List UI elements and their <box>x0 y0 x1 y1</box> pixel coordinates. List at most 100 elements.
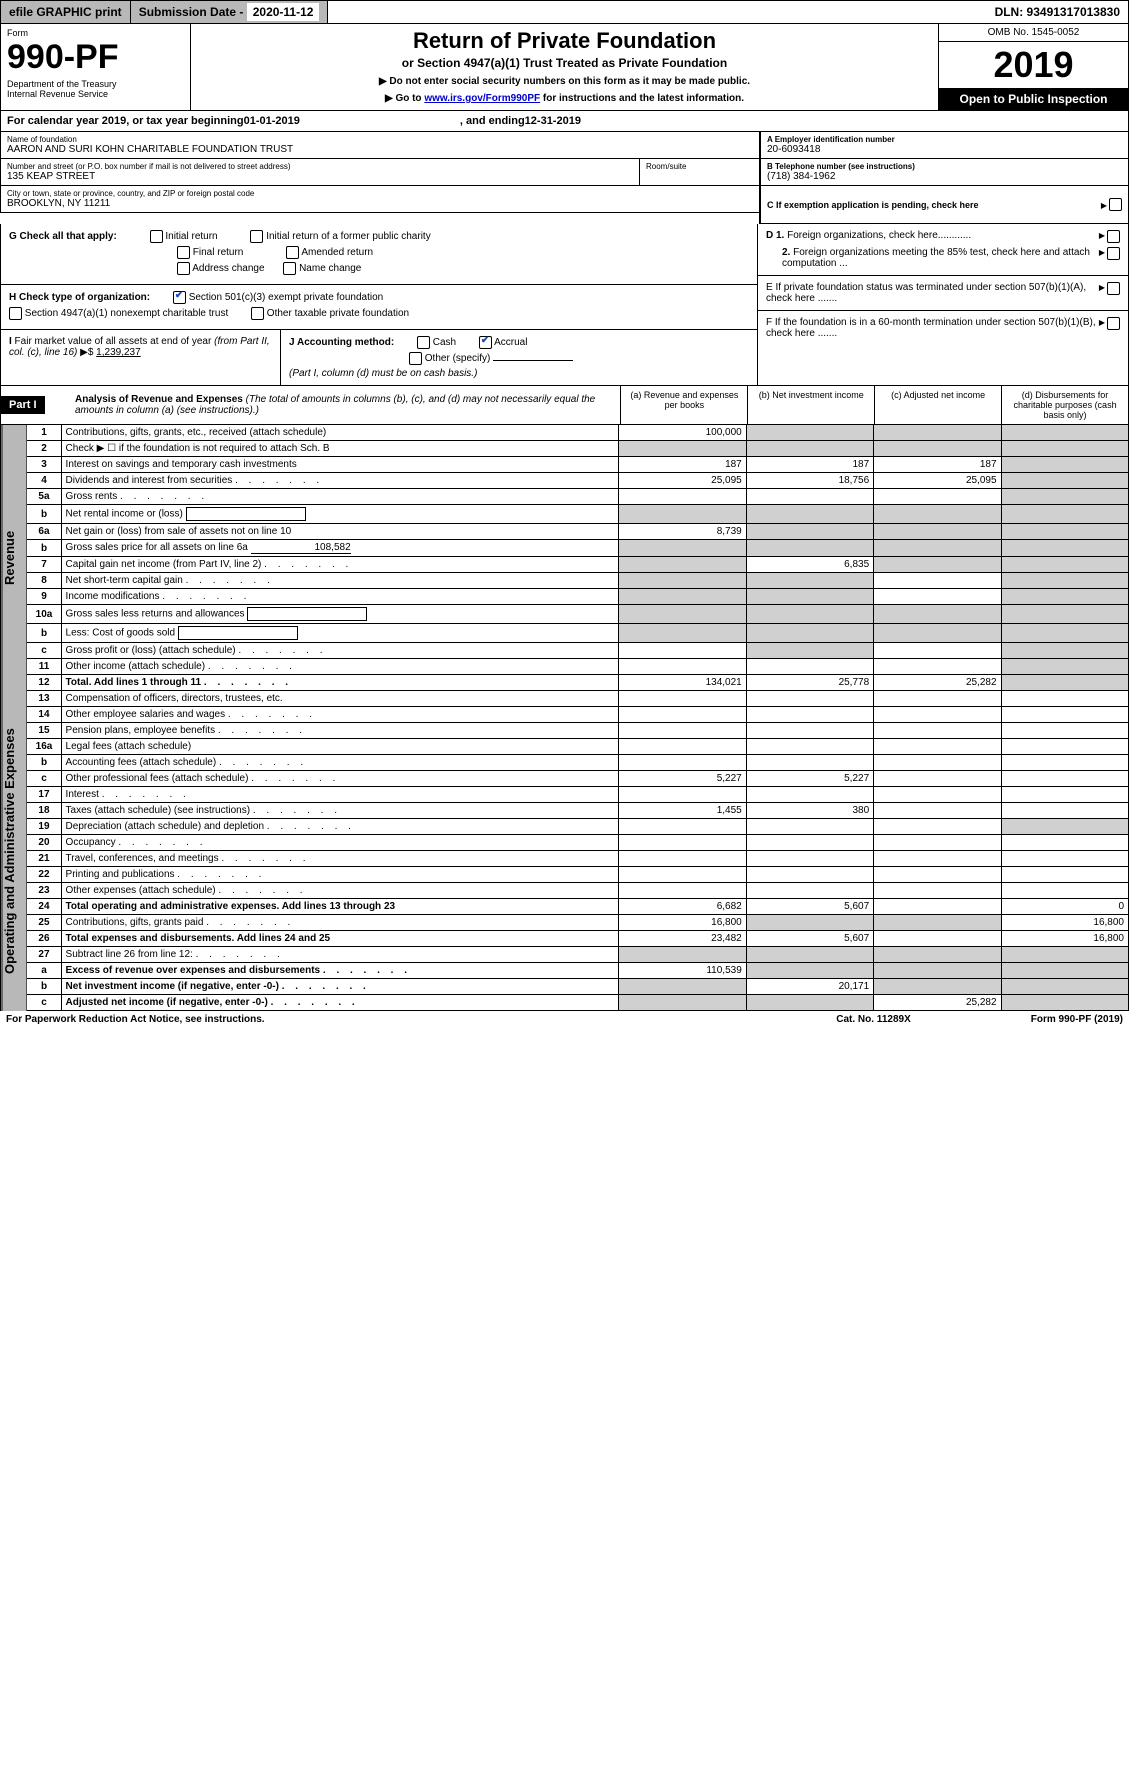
ein-label: A Employer identification number <box>767 135 1122 144</box>
section-j-label: J Accounting method: <box>289 337 394 348</box>
table-row: 1Contributions, gifts, grants, etc., rec… <box>27 425 1129 441</box>
table-row: 22Printing and publications . . . . . . … <box>27 867 1129 883</box>
tax-year: 2019 <box>939 42 1128 88</box>
d2-checkbox[interactable] <box>1107 247 1120 260</box>
table-row: 18Taxes (attach schedule) (see instructi… <box>27 803 1129 819</box>
table-row: 17Interest . . . . . . . <box>27 787 1129 803</box>
foundation-name: AARON AND SURI KOHN CHARITABLE FOUNDATIO… <box>7 144 753 155</box>
revenue-table: 1Contributions, gifts, grants, etc., rec… <box>26 425 1129 691</box>
part-1-header: Part I Analysis of Revenue and Expenses … <box>0 386 1129 425</box>
table-row: bNet investment income (if negative, ent… <box>27 979 1129 995</box>
irs-link[interactable]: www.irs.gov/Form990PF <box>424 93 540 104</box>
section-f-checkbox[interactable] <box>1107 317 1120 330</box>
table-row: aExcess of revenue over expenses and dis… <box>27 963 1129 979</box>
table-row: 3Interest on savings and temporary cash … <box>27 457 1129 473</box>
other-taxable-checkbox[interactable] <box>251 307 264 320</box>
d1-checkbox[interactable] <box>1107 230 1120 243</box>
footer-right: Form 990-PF (2019) <box>1031 1014 1123 1025</box>
table-row: bNet rental income or (loss) <box>27 505 1129 524</box>
col-a-header: (a) Revenue and expenses per books <box>620 386 747 424</box>
table-row: 24Total operating and administrative exp… <box>27 899 1129 915</box>
table-row: 27Subtract line 26 from line 12: . . . .… <box>27 947 1129 963</box>
col-c-header: (c) Adjusted net income <box>874 386 1001 424</box>
page-footer: For Paperwork Reduction Act Notice, see … <box>0 1011 1129 1028</box>
telephone-label: B Telephone number (see instructions) <box>767 162 1122 171</box>
omb-number: OMB No. 1545-0052 <box>939 24 1128 42</box>
initial-former-checkbox[interactable] <box>250 230 263 243</box>
table-row: bAccounting fees (attach schedule) . . .… <box>27 755 1129 771</box>
form-title: Return of Private Foundation <box>199 28 930 54</box>
section-c-label: C If exemption application is pending, c… <box>767 200 1099 210</box>
part-1-label: Part I <box>1 396 45 414</box>
open-to-public: Open to Public Inspection <box>939 88 1128 110</box>
4947-checkbox[interactable] <box>9 307 22 320</box>
footer-left: For Paperwork Reduction Act Notice, see … <box>6 1014 265 1025</box>
city-label: City or town, state or province, country… <box>7 189 753 198</box>
amended-return-checkbox[interactable] <box>286 246 299 259</box>
section-f-label: F If the foundation is in a 60-month ter… <box>766 317 1097 339</box>
address-change-checkbox[interactable] <box>177 262 190 275</box>
table-row: cGross profit or (loss) (attach schedule… <box>27 643 1129 659</box>
section-e-label: E If private foundation status was termi… <box>766 282 1097 304</box>
footer-center: Cat. No. 11289X <box>836 1014 910 1025</box>
section-h-label: H Check type of organization: <box>9 292 150 303</box>
table-row: 16aLegal fees (attach schedule) <box>27 739 1129 755</box>
table-row: 8Net short-term capital gain . . . . . .… <box>27 573 1129 589</box>
501c3-checkbox[interactable] <box>173 291 186 304</box>
table-row: 19Depreciation (attach schedule) and dep… <box>27 819 1129 835</box>
form-subtitle: or Section 4947(a)(1) Trust Treated as P… <box>199 56 930 70</box>
table-row: 7Capital gain net income (from Part IV, … <box>27 557 1129 573</box>
efile-print-button[interactable]: efile GRAPHIC print <box>1 1 131 23</box>
table-row: 20Occupancy . . . . . . . <box>27 835 1129 851</box>
room-label: Room/suite <box>646 162 753 171</box>
accrual-checkbox[interactable] <box>479 336 492 349</box>
dln-value: DLN: 93491317013830 <box>987 1 1128 23</box>
expenses-side-label: Operating and Administrative Expenses <box>1 691 26 1011</box>
table-row: 9Income modifications . . . . . . . <box>27 589 1129 605</box>
instruction-1: ▶ Do not enter social security numbers o… <box>199 76 930 87</box>
table-row: 6aNet gain or (loss) from sale of assets… <box>27 524 1129 540</box>
table-row: 13Compensation of officers, directors, t… <box>27 691 1129 707</box>
identification-box: Name of foundation AARON AND SURI KOHN C… <box>0 132 1129 224</box>
top-bar: efile GRAPHIC print Submission Date - 20… <box>0 0 1129 24</box>
table-row: 12Total. Add lines 1 through 11 . . . . … <box>27 675 1129 691</box>
form-label: Form <box>7 28 184 38</box>
table-row: 2Check ▶ ☐ if the foundation is not requ… <box>27 441 1129 457</box>
section-i-label: I Fair market value of all assets at end… <box>9 336 270 358</box>
section-c-checkbox[interactable] <box>1109 198 1122 211</box>
table-row: cOther professional fees (attach schedul… <box>27 771 1129 787</box>
address-value: 135 KEAP STREET <box>7 171 633 182</box>
other-method-checkbox[interactable] <box>409 352 422 365</box>
telephone-value: (718) 384-1962 <box>767 171 1122 182</box>
submission-date-label: Submission Date - 2020-11-12 <box>131 1 329 23</box>
address-label: Number and street (or P.O. box number if… <box>7 162 633 171</box>
table-row: 11Other income (attach schedule) . . . .… <box>27 659 1129 675</box>
final-return-checkbox[interactable] <box>177 246 190 259</box>
city-value: BROOKLYN, NY 11211 <box>7 198 753 209</box>
ein-value: 20-6093418 <box>767 144 1122 155</box>
section-j-note: (Part I, column (d) must be on cash basi… <box>289 368 749 379</box>
section-g-h-row: G Check all that apply: Initial return I… <box>0 224 1129 386</box>
expenses-table: 13Compensation of officers, directors, t… <box>26 691 1129 1011</box>
table-row: cAdjusted net income (if negative, enter… <box>27 995 1129 1011</box>
table-row: 25Contributions, gifts, grants paid . . … <box>27 915 1129 931</box>
form-number: 990-PF <box>7 38 184 77</box>
table-row: 14Other employee salaries and wages . . … <box>27 707 1129 723</box>
table-row: 26Total expenses and disbursements. Add … <box>27 931 1129 947</box>
col-b-header: (b) Net investment income <box>747 386 874 424</box>
instruction-2: ▶ Go to www.irs.gov/Form990PF for instru… <box>199 93 930 104</box>
col-d-header: (d) Disbursements for charitable purpose… <box>1001 386 1128 424</box>
table-row: 21Travel, conferences, and meetings . . … <box>27 851 1129 867</box>
calendar-year-row: For calendar year 2019, or tax year begi… <box>0 111 1129 132</box>
department-label: Department of the Treasury Internal Reve… <box>7 79 184 99</box>
section-e-checkbox[interactable] <box>1107 282 1120 295</box>
table-row: bGross sales price for all assets on lin… <box>27 540 1129 557</box>
initial-return-checkbox[interactable] <box>150 230 163 243</box>
table-row: 10aGross sales less returns and allowanc… <box>27 605 1129 624</box>
revenue-side-label: Revenue <box>1 425 26 691</box>
form-header: Form 990-PF Department of the Treasury I… <box>0 24 1129 111</box>
name-change-checkbox[interactable] <box>283 262 296 275</box>
foundation-name-label: Name of foundation <box>7 135 753 144</box>
table-row: bLess: Cost of goods sold <box>27 624 1129 643</box>
cash-checkbox[interactable] <box>417 336 430 349</box>
